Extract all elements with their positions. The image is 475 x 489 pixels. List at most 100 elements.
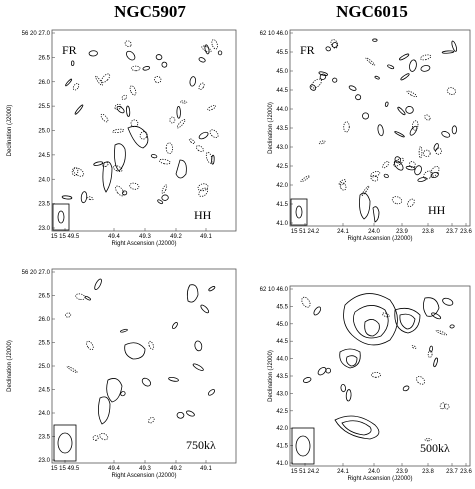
contour	[372, 206, 380, 223]
contour	[435, 329, 447, 336]
y-tick-label: 44.0	[276, 357, 288, 363]
contour	[451, 40, 458, 52]
contour	[318, 140, 326, 145]
contour	[359, 192, 371, 220]
contour	[189, 76, 197, 87]
x-tick-label: 23.9	[396, 229, 408, 235]
contour	[339, 348, 361, 369]
contour	[372, 38, 378, 42]
contour	[112, 165, 123, 172]
contour	[382, 312, 390, 318]
contour	[330, 39, 339, 49]
contour	[433, 357, 438, 368]
contour	[176, 119, 186, 129]
y-tick-label: 45.5	[276, 50, 288, 56]
y-tick-label: 24.5	[38, 153, 50, 159]
y-tick-label: 41.5	[276, 444, 288, 450]
contour	[176, 105, 181, 119]
contour	[409, 161, 416, 168]
x-tick-label: 49.4	[108, 466, 120, 472]
y-tick-label: 45.0	[276, 69, 288, 75]
y-axis-label: Declination (J2000)	[268, 102, 274, 154]
contour	[161, 194, 169, 201]
contour	[114, 103, 122, 111]
y-tick-label: 25.5	[38, 104, 50, 110]
contour	[423, 149, 431, 158]
x-tick-label: 23.7	[446, 469, 458, 475]
y-tick-label: 24.5	[38, 388, 50, 394]
contour	[188, 138, 196, 144]
contour	[74, 104, 84, 115]
contour	[429, 345, 433, 353]
y-tick-label: 26.0	[38, 80, 50, 86]
contour	[424, 114, 431, 121]
y-tick-label: 25.5	[38, 341, 50, 347]
contour	[399, 313, 416, 330]
beam	[57, 210, 65, 224]
contour	[100, 113, 109, 123]
contour	[407, 198, 415, 207]
y-axis-label: Declination (J2000)	[7, 105, 13, 157]
contour	[101, 73, 111, 83]
contour	[209, 129, 219, 138]
contour	[211, 154, 215, 165]
y-tick-label: 56 20 27.0	[22, 270, 51, 276]
contour	[430, 172, 439, 179]
contour	[150, 154, 158, 159]
beam-box	[290, 198, 308, 226]
contour	[99, 433, 109, 441]
y-tick-label: 56 20 27.0	[22, 31, 51, 37]
panel-frame	[51, 268, 237, 464]
annotation: 750kλ	[186, 438, 216, 452]
contour	[451, 125, 457, 135]
contour	[159, 158, 171, 165]
contour	[391, 196, 403, 205]
x-tick-label: 49.1	[200, 466, 212, 472]
y-tick-label: 43.5	[276, 126, 288, 132]
contour	[384, 101, 389, 107]
contour	[176, 411, 185, 419]
contour	[301, 296, 311, 308]
contour	[155, 54, 163, 61]
contour	[441, 50, 455, 54]
contour	[449, 324, 455, 329]
contour	[433, 143, 439, 151]
contour	[427, 350, 433, 358]
y-tick-label: 24.0	[38, 177, 50, 183]
contour	[309, 84, 317, 91]
contour	[365, 57, 376, 66]
y-tick-label: 41.5	[276, 202, 288, 208]
y-axis-label: Declination (J2000)	[268, 350, 274, 402]
contour	[198, 82, 205, 90]
contour	[405, 165, 416, 171]
y-tick-label: 44.5	[276, 88, 288, 94]
y-tick-label: 41.0	[276, 221, 288, 227]
contour	[400, 73, 410, 81]
x-tick-label: 24.1	[337, 229, 349, 235]
x-axis-label: Right Ascension (J2000)	[347, 236, 412, 242]
contour	[94, 278, 102, 291]
x-tick-label: 23.6	[460, 469, 472, 475]
x-tick-label: 49.2	[170, 234, 182, 240]
y-tick-label: 43.0	[276, 145, 288, 151]
x-axis-label: Right Ascension (J2000)	[111, 473, 176, 479]
contour	[420, 54, 432, 61]
contour	[338, 179, 347, 186]
contour	[331, 42, 338, 48]
contour	[439, 402, 446, 410]
contour	[121, 190, 128, 196]
contour	[65, 312, 72, 318]
contour	[441, 131, 451, 138]
contour	[129, 182, 140, 190]
contour	[161, 184, 168, 194]
contour	[65, 78, 73, 87]
contour	[127, 125, 149, 149]
contour	[126, 105, 131, 117]
contour	[313, 306, 322, 316]
annotation: FR	[300, 43, 315, 57]
contour	[406, 90, 417, 98]
contour	[374, 75, 380, 80]
contour	[204, 44, 210, 55]
contour	[126, 50, 136, 61]
beam-box	[291, 427, 315, 465]
